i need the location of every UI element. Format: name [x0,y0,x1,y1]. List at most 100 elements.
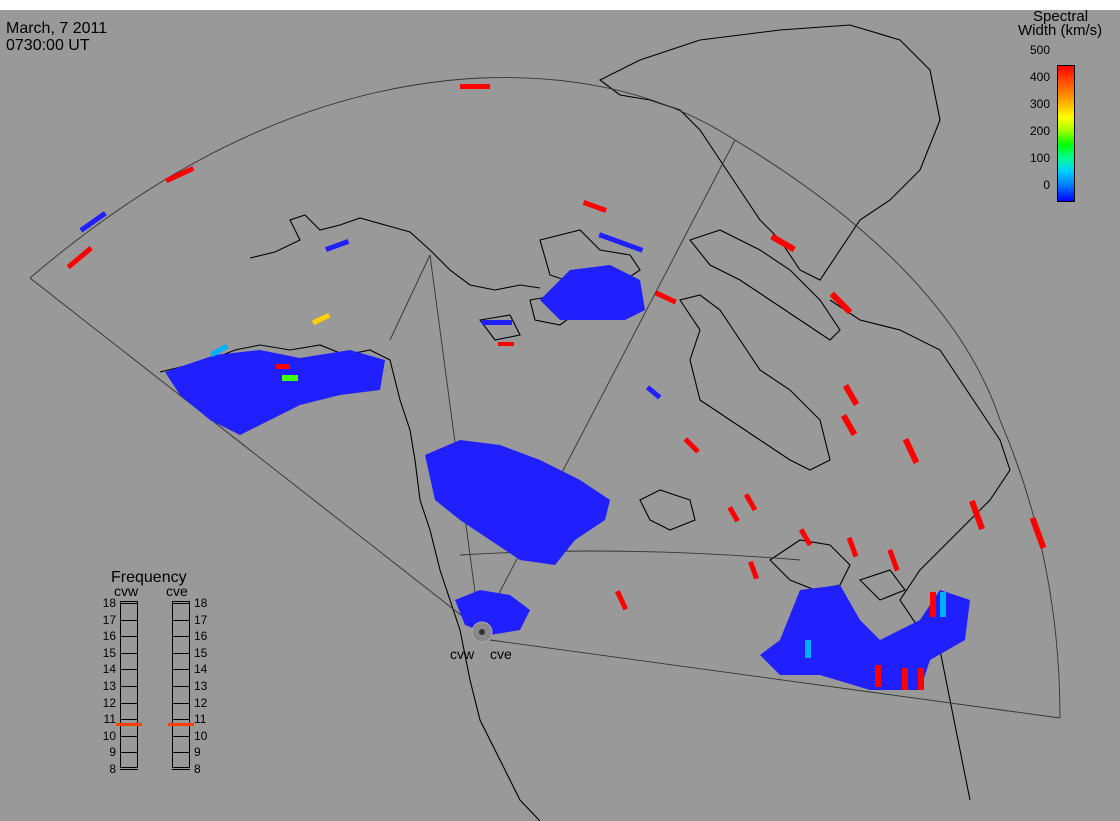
echo-blue-4 [598,232,644,253]
echo-red-10 [840,413,858,437]
echo-blue-5 [482,320,512,325]
echo-red-21 [615,590,629,611]
frequency-grid-line [172,769,190,770]
fov-east-arc [734,139,1061,719]
frequency-tick-right-13: 13 [194,679,208,693]
greenland [598,24,941,281]
frequency-tick-right-8: 8 [194,762,201,776]
frequency-grid-line [172,719,190,721]
echo-red-12 [683,437,700,454]
frequency-grid-line [172,603,190,604]
echo-red-25 [918,668,924,690]
echo-patch-east [760,585,970,690]
radar-label-cvw: cvw [450,646,475,662]
echo-cyan-2 [805,640,811,658]
alaska-north-coast [249,214,541,291]
frequency-marker-cvw [116,723,142,727]
colorbar-title-line2: Width (km/s) [1018,22,1103,39]
echo-red-5 [582,200,607,213]
frequency-tick-left-10: 10 [102,728,116,743]
border-line-2 [459,550,801,561]
date-label: March, 7 2011 [6,20,108,37]
colorbar-tick-100: 100 [1029,151,1050,165]
frequency-grid-line [172,669,190,671]
frequency-grid-line [120,769,138,770]
colorbar-title-line1: Spectral [1033,8,1089,25]
frequency-grid-line [120,719,138,721]
frequency-scale-cvw [120,601,138,768]
frequency-radar-b: cve [166,583,188,599]
labrador-coast [829,299,1011,801]
colorbar-tick-500: 500 [1029,43,1050,57]
frequency-grid-line [120,669,138,671]
frequency-grid-line [120,752,138,754]
colorbar-tick-300: 300 [1029,97,1050,111]
frequency-tick-right-18: 18 [194,596,208,610]
frequency-radar-a: cvw [114,583,139,599]
frequency-grid-line [120,735,138,737]
frequency-grid-line [120,619,138,621]
frequency-tick-left-9: 9 [109,745,116,760]
frequency-tick-right-17: 17 [194,612,208,627]
frequency-tick-right-16: 16 [194,629,208,644]
frequency-grid-line [172,619,190,621]
colorbar-tick-0: 0 [1043,178,1050,192]
frequency-tick-left-15: 15 [102,645,116,660]
colorbar-tick-200: 200 [1029,124,1050,138]
frequency-marker-cve [168,723,194,727]
echo-red-13 [727,506,740,523]
spectral-width-colorbar [1057,65,1075,202]
frequency-tick-right-14: 14 [194,662,208,677]
frequency-tick-left-16: 16 [102,629,116,644]
radar-site-dot [479,629,485,635]
frequency-grid-line [120,686,138,687]
echo-patch-arctic [540,265,645,320]
hudson-bay [679,294,831,471]
frequency-scale-cve [172,601,190,768]
border-line-1 [389,254,431,341]
echo-red-3 [66,246,93,270]
echo-cyan-3 [940,592,946,617]
echo-patch-near-radar [455,590,530,635]
north-america-coast [159,344,541,821]
frequency-grid-line [172,652,190,654]
frequency-title: Frequency [111,569,187,586]
frequency-grid-line [172,752,190,754]
frequency-tick-left-14: 14 [102,662,116,677]
frequency-tick-left-12: 12 [102,695,116,710]
echo-red-8 [829,291,853,315]
echo-red-6 [654,290,677,305]
frequency-tick-right-11: 11 [194,712,207,727]
echo-red-18 [969,499,985,531]
frequency-grid-line [172,702,190,704]
frequency-grid-line [120,636,138,638]
map-canvas [29,24,1061,821]
frequency-tick-left-18: 18 [102,596,116,610]
echo-red-22 [498,342,514,346]
frequency-grid-line [172,735,190,737]
frequency-tick-right-12: 12 [194,695,208,710]
baffin-island [689,229,841,341]
echo-blue-3 [645,385,662,400]
frequency-tick-left-11: 11 [103,712,116,727]
echo-red-1 [460,84,490,89]
coastlines [159,24,1011,821]
radar-label-cve: cve [490,646,512,662]
echo-red-23 [875,665,881,687]
echo-patch-alaska [165,350,385,435]
frequency-tick-left-8: 8 [109,762,116,776]
island-1 [639,489,696,531]
fov-west-arc [29,77,736,279]
map-stage: March, 7 2011 0730:00 UT Spectral Width … [0,8,1120,821]
echo-red-9 [842,383,860,407]
colorbar-tick-400: 400 [1029,70,1050,84]
backscatter-echoes [66,84,1047,690]
arctic-islands [539,229,641,291]
frequency-grid-line [172,686,190,687]
frequency-grid-line [120,702,138,704]
frequency-grid-line [120,603,138,604]
frequency-tick-right-9: 9 [194,745,201,760]
fov-bottom-edge [489,639,1061,719]
echo-patch-prairie [425,440,610,565]
time-label: 0730:00 UT [6,37,90,54]
